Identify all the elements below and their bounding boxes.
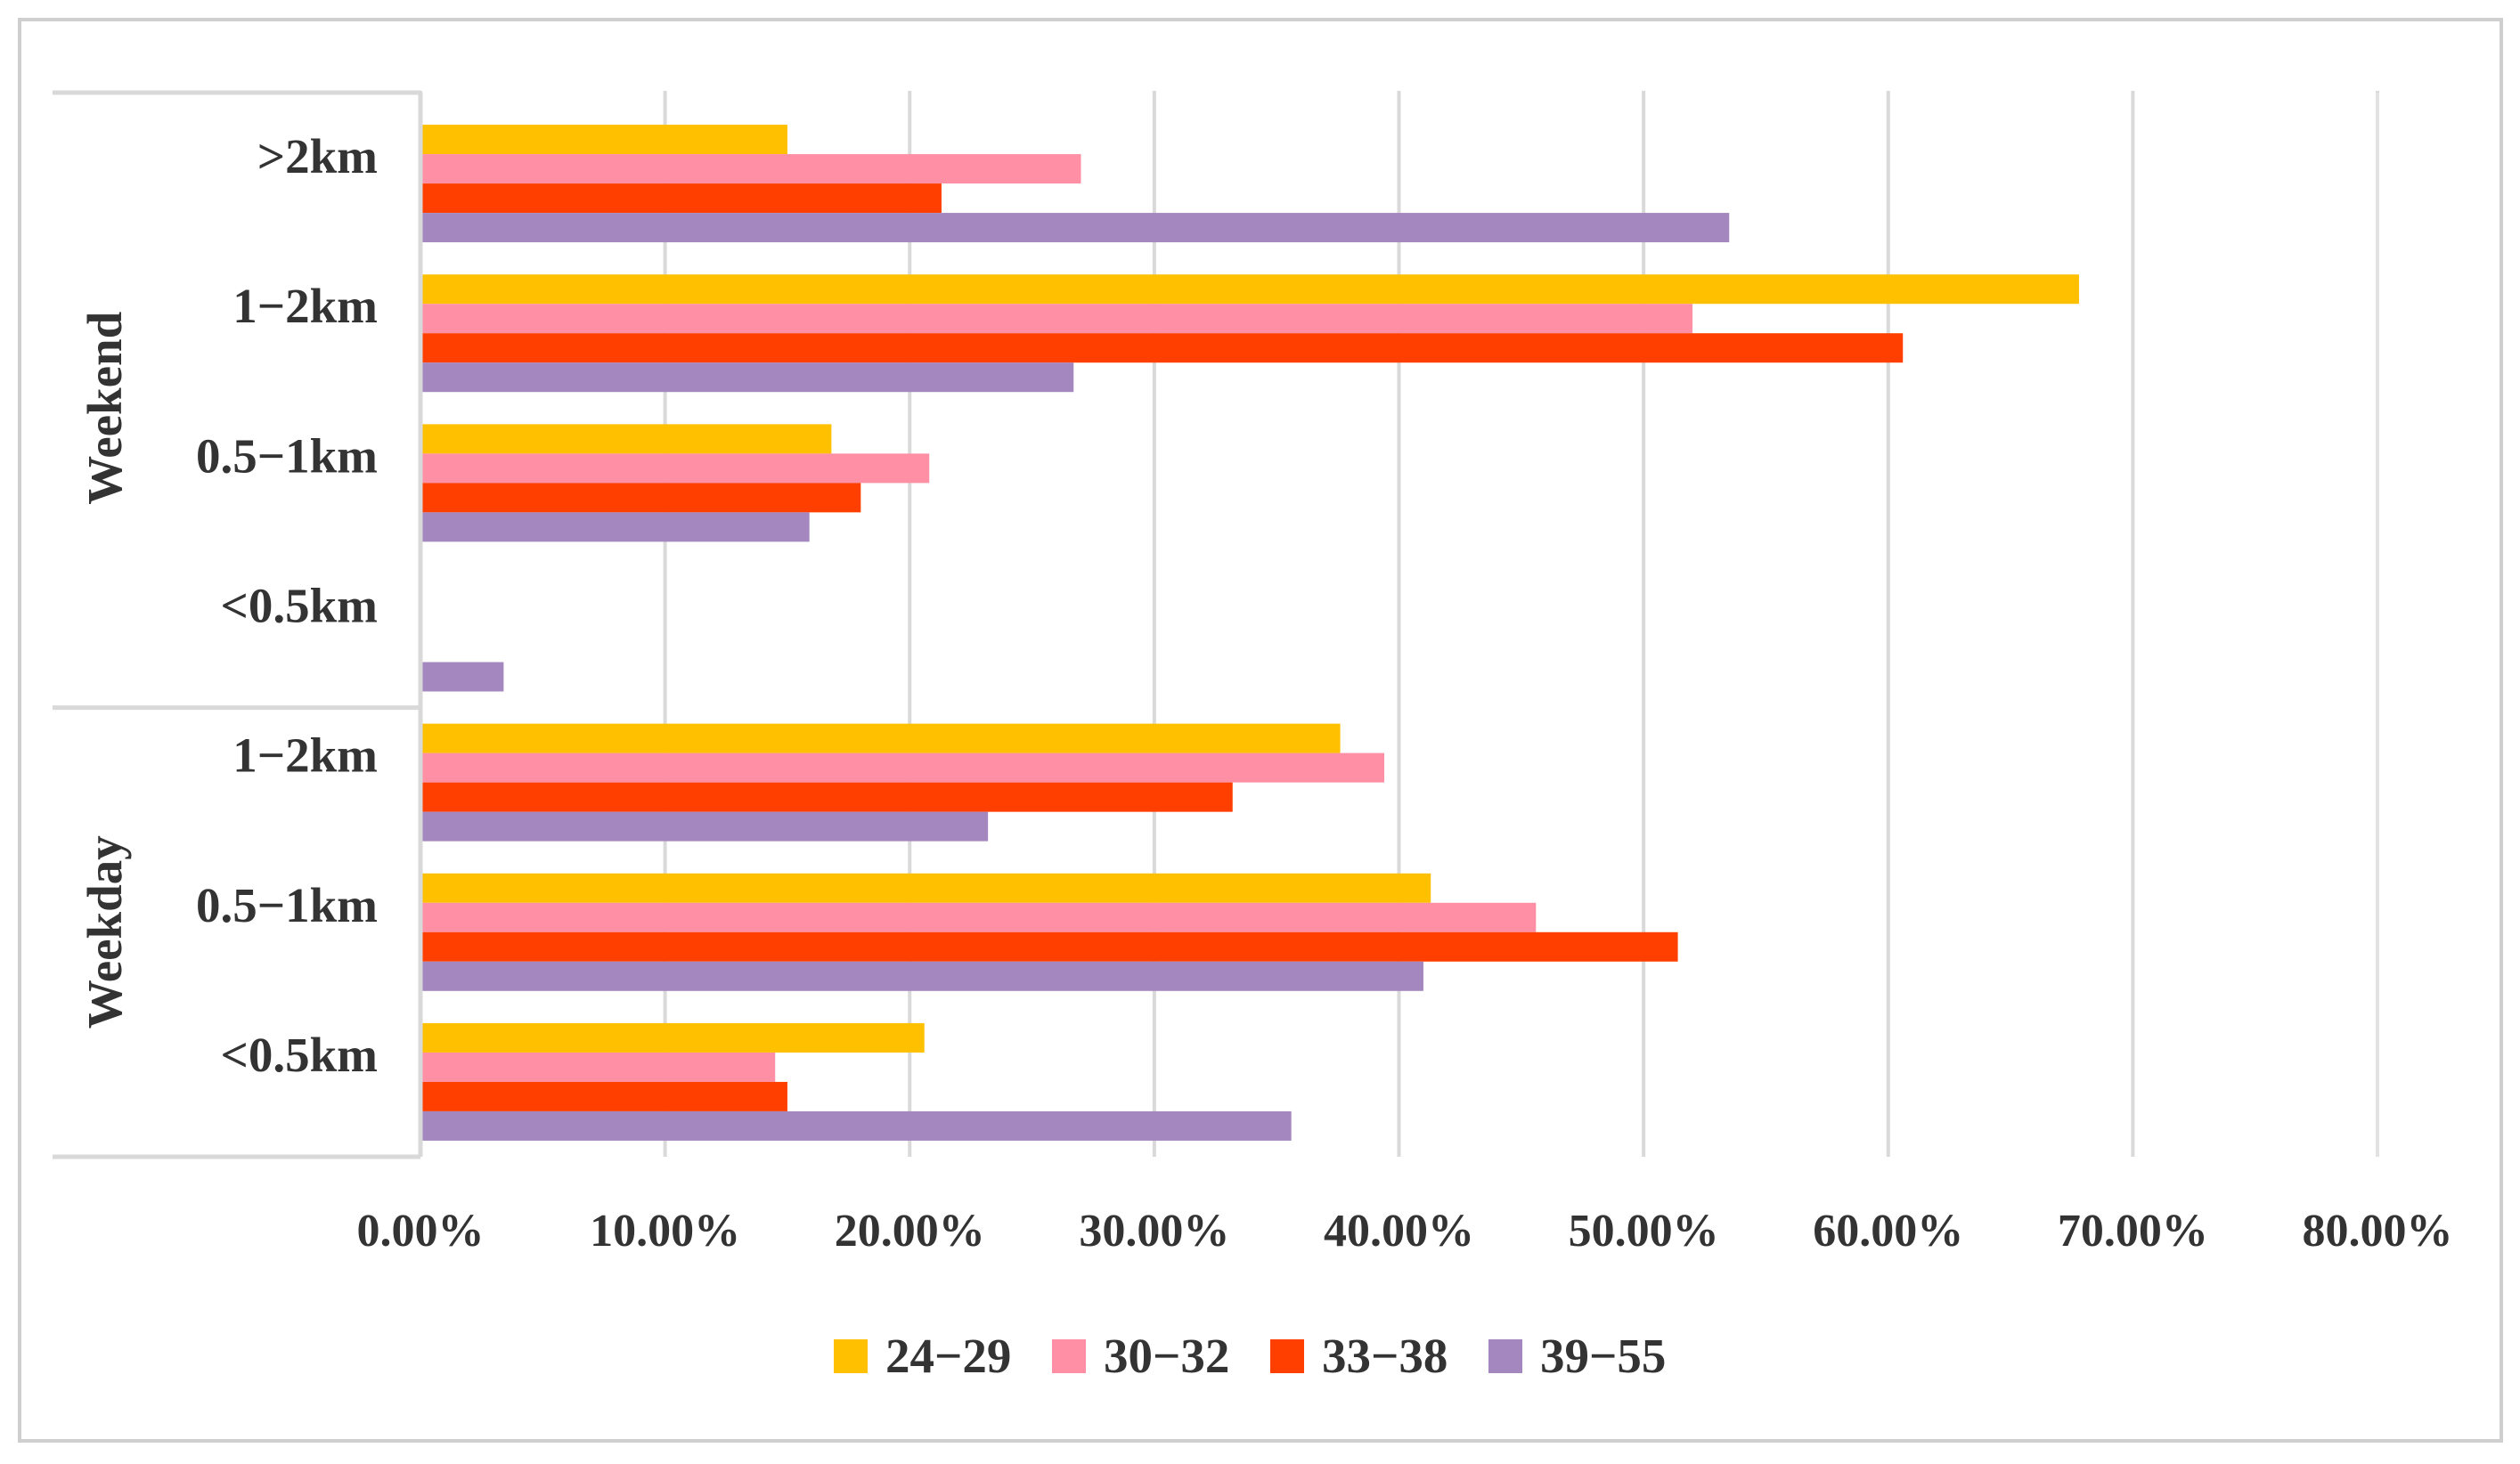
bar-33−38->2km (420, 183, 942, 214)
x-tick-label: 60.00% (1813, 1206, 1963, 1257)
bar-33−38-0.5−1km (420, 931, 1678, 962)
category-label: 0.5−1km (196, 878, 378, 932)
bar-30−32-<0.5km (420, 1052, 776, 1082)
bar-24−29->2km (420, 125, 787, 155)
legend-label-33−38[interactable]: 33−38 (1322, 1329, 1448, 1383)
bar-30−32-1−2km (420, 304, 1693, 334)
group-label-weekend: Weekend (77, 312, 132, 505)
category-label: >2km (257, 129, 378, 183)
bar-24−29-0.5−1km (420, 424, 832, 454)
bar-33−38-0.5−1km (420, 483, 861, 513)
bar-39−55->2km (420, 213, 1730, 243)
legend-label-39−55[interactable]: 39−55 (1540, 1329, 1666, 1383)
bar-33−38-1−2km (420, 782, 1233, 812)
x-tick-label: 80.00% (2303, 1206, 2453, 1257)
x-tick-label: 0.00% (357, 1206, 485, 1257)
bar-24−29-0.5−1km (420, 873, 1431, 903)
bar-33−38-1−2km (420, 333, 1904, 363)
bar-39−55-<0.5km (420, 662, 504, 692)
legend-swatch-39−55 (1488, 1339, 1522, 1373)
x-tick-label: 30.00% (1079, 1206, 1229, 1257)
legend-swatch-30−32 (1052, 1339, 1086, 1373)
x-tick-label: 70.00% (2058, 1206, 2208, 1257)
category-labels: >2km 1−2km 0.5−1km <0.5km 1−2km 0.5−1km <0.5km (196, 129, 378, 1082)
legend-swatch-33−38 (1270, 1339, 1304, 1373)
bar-30−32->2km (420, 154, 1081, 184)
chart-frame: 0.00% 10.00% 20.00% 30.00% 40.00% 50.00% 60.00… (18, 18, 2503, 1443)
bar-chart: 0.00% 10.00% 20.00% 30.00% 40.00% 50.00% 60.00… (53, 90, 2453, 1383)
bar-24−29-1−2km (420, 274, 2079, 305)
legend-swatch-24−29 (834, 1339, 868, 1373)
x-tick-labels: 0.00% 10.00% 20.00% 30.00% 40.00% 50.00% 60.00… (357, 1206, 2453, 1257)
bars (420, 125, 2079, 1141)
x-tick-label: 40.00% (1324, 1206, 1474, 1257)
bar-30−32-0.5−1km (420, 902, 1537, 932)
axes (53, 90, 2379, 1159)
bar-30−32-1−2km (420, 752, 1385, 783)
group-labels: Weekend Weekday (77, 312, 132, 1029)
bar-24−29-1−2km (420, 723, 1341, 753)
bar-39−55-<0.5km (420, 1110, 1292, 1141)
bar-30−32-0.5−1km (420, 453, 930, 484)
bar-39−55-0.5−1km (420, 961, 1423, 991)
group-label-weekday: Weekday (77, 835, 132, 1029)
category-label: 0.5−1km (196, 428, 378, 483)
bar-39−55-1−2km (420, 362, 1074, 393)
legend[interactable]: 24−29 30−32 33−38 39−55 (834, 1329, 1666, 1383)
bar-39−55-1−2km (420, 811, 989, 842)
bar-24−29-<0.5km (420, 1022, 925, 1053)
category-label: <0.5km (221, 1028, 379, 1082)
category-label: <0.5km (221, 579, 379, 633)
bar-33−38-<0.5km (420, 1081, 787, 1111)
x-tick-label: 10.00% (590, 1206, 740, 1257)
category-label: 1−2km (232, 279, 378, 333)
gridlines (419, 91, 2379, 1157)
legend-label-30−32[interactable]: 30−32 (1104, 1329, 1229, 1383)
bar-39−55-0.5−1km (420, 512, 810, 542)
category-label: 1−2km (232, 728, 378, 783)
x-tick-label: 50.00% (1569, 1206, 1719, 1257)
legend-label-24−29[interactable]: 24−29 (885, 1329, 1011, 1383)
x-tick-label: 20.00% (835, 1206, 985, 1257)
